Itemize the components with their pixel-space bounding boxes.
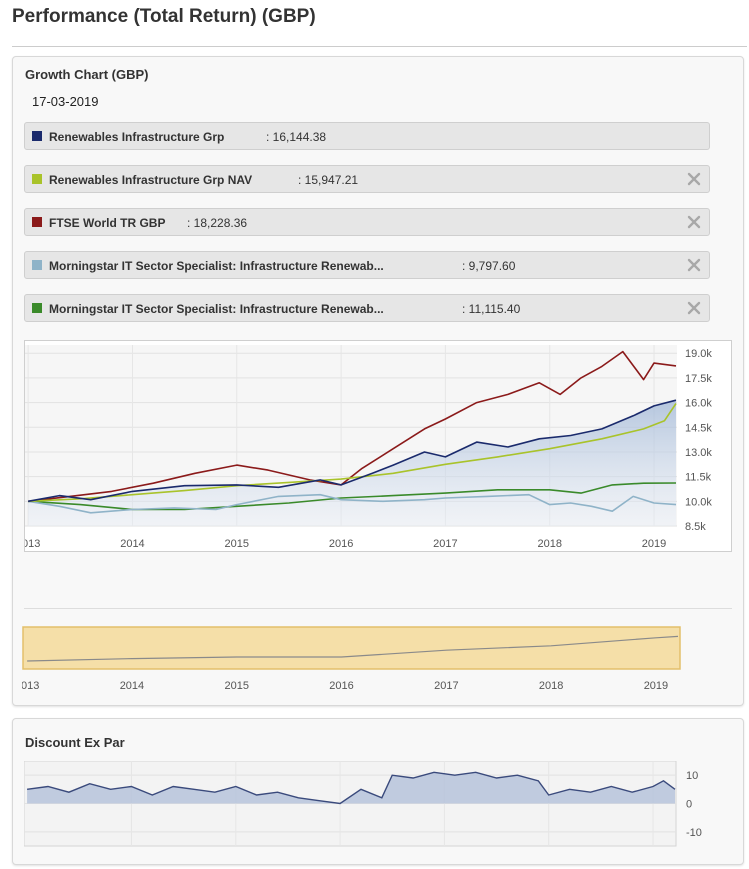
y-tick-label: 19.0k: [685, 348, 712, 360]
legend-row: Renewables Infrastructure Grp NAV : 15,94…: [24, 165, 710, 193]
legend-series-value: : 15,947.21: [298, 173, 359, 187]
navigator-x-tick-label: 2015: [225, 680, 249, 692]
legend-swatch: [32, 303, 42, 313]
legend-swatch: [32, 217, 42, 227]
x-tick-label: 2015: [225, 538, 249, 550]
discount-y-tick-label: 10: [686, 770, 698, 782]
title-divider: [12, 46, 747, 47]
page-title: Performance (Total Return) (GBP): [12, 6, 316, 27]
discount-panel: Discount Ex Par 10 0 -10: [12, 718, 744, 865]
x-tick-label: 2017: [433, 538, 457, 550]
legend-series-name: Morningstar IT Sector Specialist: Infras…: [49, 259, 384, 273]
chart-divider: [24, 608, 732, 609]
legend-row: Morningstar IT Sector Specialist: Infras…: [24, 294, 710, 322]
x-tick-label: 2016: [329, 538, 353, 550]
x-tick-label: 2019: [642, 538, 666, 550]
discount-title: Discount Ex Par: [25, 735, 125, 750]
y-tick-label: 8.5k: [685, 521, 706, 533]
navigator-x-tick-label: 2019: [644, 680, 668, 692]
navigator-x-tick-label: 2013: [22, 680, 39, 692]
series-line-morningstar-it-sector-specialist-infrastructure-renewab: [27, 493, 677, 514]
navigator-x-tick-label: 2016: [329, 680, 353, 692]
close-icon[interactable]: [685, 170, 703, 188]
discount-y-tick-label: -10: [686, 827, 702, 839]
legend-series-name: FTSE World TR GBP: [49, 216, 166, 230]
discount-area: [27, 772, 676, 804]
discount-chart[interactable]: 10 0 -10: [23, 760, 730, 857]
close-icon[interactable]: [685, 256, 703, 274]
navigator[interactable]: 2013 2014 2015 2016 2017 2018 2019: [15, 625, 722, 699]
legend-series-name: Renewables Infrastructure Grp: [49, 130, 225, 144]
close-icon[interactable]: [685, 213, 703, 231]
x-tick-label: 2014: [120, 538, 144, 550]
legend-swatch: [32, 131, 42, 141]
discount-line: [27, 771, 676, 805]
main-chart-svg: 19.0k 17.5k 16.0k 14.5k 13.0k 11.5k 10.0k 8.5k 2…: [16, 345, 712, 550]
legend-row: Morningstar IT Sector Specialist: Infras…: [24, 251, 710, 279]
growth-chart-title: Growth Chart (GBP): [25, 67, 149, 82]
legend-series-name: Morningstar IT Sector Specialist: Infras…: [49, 302, 384, 316]
legend-series-value: : 18,228.36: [187, 216, 248, 230]
navigator-x-tick-label: 2014: [120, 680, 144, 692]
discount-chart-svg: 10 0 -10: [23, 760, 702, 847]
series-line-renewables-infrastructure-grp: [27, 399, 677, 503]
growth-chart-panel: Growth Chart (GBP) 17-03-2019 Renewables…: [12, 56, 744, 706]
y-tick-label: 16.0k: [685, 398, 712, 410]
legend-series-value: : 16,144.38: [266, 130, 327, 144]
y-tick-label: 11.5k: [685, 472, 712, 484]
navigator-svg: 2013 2014 2015 2016 2017 2018 2019: [15, 626, 681, 692]
legend-series-name: Renewables Infrastructure Grp NAV: [49, 173, 253, 187]
legend-swatch: [32, 260, 42, 270]
main-chart[interactable]: 19.0k 17.5k 16.0k 14.5k 13.0k 11.5k 10.0k 8.5k 2…: [16, 340, 732, 552]
x-tick-label: 2013: [25, 538, 40, 550]
x-tick-label: 2018: [537, 538, 561, 550]
navigator-x-tick-label: 2018: [539, 680, 563, 692]
navigator-window: [22, 626, 681, 670]
y-tick-label: 10.0k: [685, 496, 712, 508]
y-tick-label: 17.5k: [685, 373, 712, 385]
close-icon[interactable]: [685, 299, 703, 317]
series-line-ftse-world-tr-gbp: [28, 350, 677, 503]
legend-series-value: : 9,797.60: [462, 259, 516, 273]
navigator-line: [27, 635, 679, 662]
discount-y-tick-label: 0: [686, 799, 692, 811]
series-line-renewables-infrastructure-grp-nav: [28, 403, 677, 503]
legend-swatch: [32, 174, 42, 184]
legend-row: Renewables Infrastructure Grp : 16,144.38: [24, 122, 710, 150]
legend-series-value: : 11,115.40: [462, 302, 521, 316]
chart-date: 17-03-2019: [32, 94, 99, 109]
legend-row: FTSE World TR GBP : 18,228.36: [24, 208, 710, 236]
y-tick-label: 14.5k: [685, 422, 712, 434]
navigator-x-tick-label: 2017: [434, 680, 458, 692]
y-tick-label: 13.0k: [685, 447, 712, 459]
